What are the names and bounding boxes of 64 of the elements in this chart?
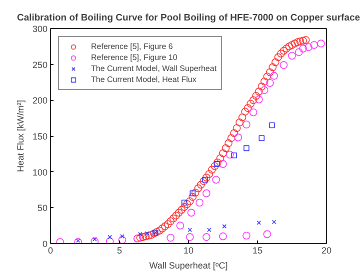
point (144, 231, 150, 236)
point (176, 222, 184, 230)
chart-title: Calibration of Boiling Curve for Pool Boiling of HFE-7000 on Copper surface (16, 12, 360, 24)
y-tick-label: 50 (37, 203, 48, 214)
point (196, 198, 204, 207)
point (272, 220, 276, 224)
point (269, 122, 275, 128)
y-tick-label: 150 (32, 132, 48, 142)
point (186, 233, 194, 241)
point (212, 176, 220, 184)
y-tick-label: 300 (32, 24, 48, 34)
point (214, 161, 220, 167)
point (219, 160, 227, 168)
point (270, 72, 278, 80)
point (108, 234, 112, 240)
point (310, 41, 318, 49)
point (263, 230, 272, 238)
point (304, 43, 312, 52)
legend-label: The Current Model, Heat Flux (91, 74, 196, 85)
point (234, 134, 242, 142)
point (166, 234, 174, 242)
point (299, 44, 307, 52)
x-tick-label: 5 (116, 246, 122, 256)
point (317, 40, 325, 48)
point (260, 86, 268, 94)
y-tick-label: 100 (32, 167, 48, 178)
point (120, 234, 124, 238)
point (188, 228, 192, 232)
point (219, 232, 227, 240)
point (202, 233, 210, 241)
legend-label: Reference [5], Figure 6 (91, 41, 173, 52)
point (190, 190, 196, 196)
point (244, 145, 250, 152)
y-axis-title: Heat Flux [kW/m²] (15, 100, 26, 172)
point (288, 52, 296, 60)
legend-label: Reference [5], Figure 10 (91, 52, 178, 63)
x-tick-label: 10 (183, 246, 194, 256)
y-tick-label: 200 (32, 96, 48, 106)
point (295, 48, 303, 56)
point (106, 237, 114, 244)
x-tick-label: 15 (252, 246, 263, 256)
point (242, 120, 250, 128)
point (202, 189, 210, 198)
point (207, 228, 212, 232)
y-tick-label: 0 (42, 239, 48, 249)
point (258, 135, 265, 142)
point (266, 79, 274, 87)
point (256, 220, 262, 225)
point (280, 61, 288, 69)
point (242, 232, 250, 240)
point (118, 236, 126, 244)
point (226, 150, 234, 159)
point (231, 152, 237, 158)
x-axis-title: Wall Superheat [ᵒC] (149, 260, 228, 270)
y-tick-label: 250 (32, 60, 48, 70)
point (181, 200, 188, 206)
x-tick-label: 20 (321, 246, 332, 256)
point (138, 232, 142, 236)
point (222, 224, 227, 228)
point (249, 108, 258, 116)
point (187, 208, 196, 217)
point (254, 96, 263, 104)
point (202, 176, 208, 183)
legend-label: The Current Model, Wall Superheat (91, 63, 217, 74)
